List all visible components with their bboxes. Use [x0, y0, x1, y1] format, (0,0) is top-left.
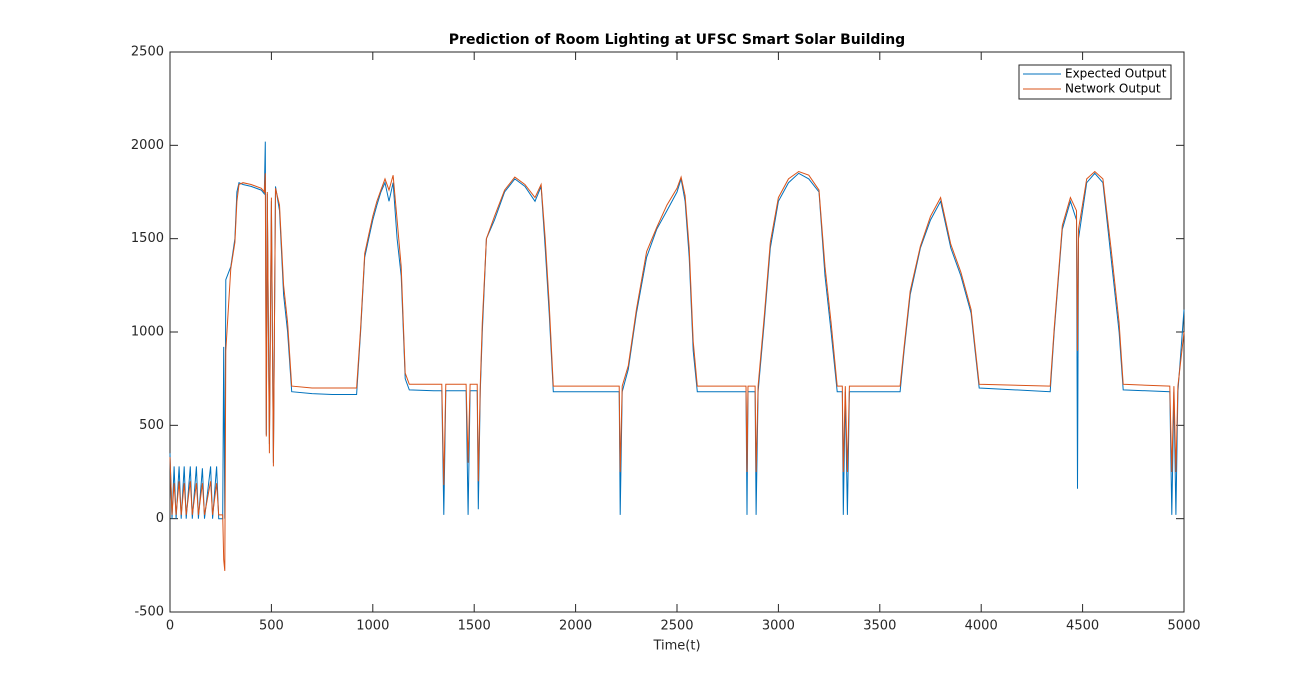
x-tick-label: 3500	[863, 619, 896, 634]
y-tick-label: 500	[139, 418, 164, 433]
y-tick-label: -500	[134, 605, 164, 620]
y-tick-label: 1000	[131, 325, 164, 340]
x-tick-label: 2000	[559, 619, 592, 634]
y-tick-label: 1500	[131, 231, 164, 246]
series-line	[169, 170, 1185, 571]
legend-label: Expected Output	[1065, 67, 1167, 81]
y-tick-label: 2000	[131, 138, 164, 153]
x-tick-label: 5000	[1167, 619, 1200, 634]
x-tick-label: 4500	[1066, 619, 1099, 634]
series-line	[169, 141, 1185, 520]
x-tick-label: 1500	[458, 619, 491, 634]
x-tick-label: 500	[259, 619, 284, 634]
legend-box	[1018, 64, 1172, 100]
plot-frame	[169, 51, 1185, 613]
x-tick-label: 4000	[965, 619, 998, 634]
x-tick-label: 3000	[762, 619, 795, 634]
chart-title: Prediction of Room Lighting at UFSC Smar…	[449, 32, 905, 48]
y-tick-label: 2500	[131, 45, 164, 60]
x-axis-label: Time(t)	[652, 639, 700, 654]
y-tick-label: 0	[156, 511, 164, 526]
x-tick-label: 0	[166, 619, 174, 634]
x-tick-label: 2500	[660, 619, 693, 634]
legend-label: Network Output	[1065, 82, 1161, 96]
x-tick-label: 1000	[356, 619, 389, 634]
